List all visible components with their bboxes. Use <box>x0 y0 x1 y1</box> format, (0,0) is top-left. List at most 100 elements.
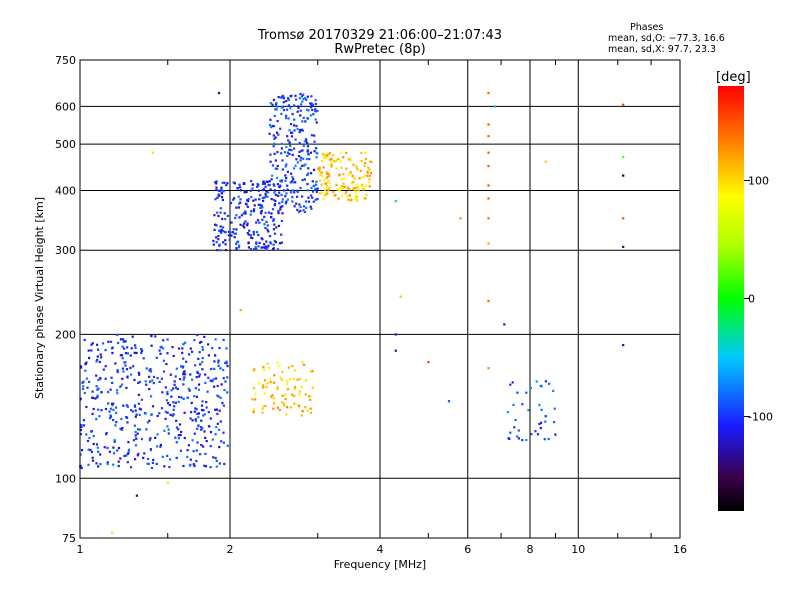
data-point <box>193 395 196 398</box>
data-point <box>297 155 301 158</box>
data-point <box>170 389 173 392</box>
data-point <box>265 220 268 223</box>
data-point <box>351 174 354 177</box>
data-point <box>82 385 85 388</box>
data-point <box>300 149 303 153</box>
data-point <box>318 192 321 195</box>
data-point <box>122 370 125 373</box>
data-point <box>342 156 345 159</box>
data-point <box>104 365 107 368</box>
y-tick-label: 200 <box>55 328 76 341</box>
data-point <box>299 209 302 212</box>
data-point <box>252 233 255 236</box>
data-point <box>174 401 177 404</box>
data-point <box>115 421 118 424</box>
phases-mean-x: mean, sd,X: 97.7, 23.3 <box>608 44 717 55</box>
data-point <box>487 299 490 303</box>
x-tick-label: 16 <box>673 543 687 556</box>
data-point <box>201 400 204 403</box>
data-point <box>314 118 317 121</box>
data-point <box>307 172 310 175</box>
data-point <box>293 147 296 150</box>
data-point <box>214 408 217 411</box>
data-point <box>218 244 221 247</box>
data-point <box>273 401 276 404</box>
data-point <box>182 343 185 346</box>
data-point <box>140 351 143 355</box>
data-point <box>256 219 260 222</box>
data-point <box>313 134 316 137</box>
data-point <box>203 430 206 433</box>
data-point <box>306 173 309 177</box>
data-point <box>230 234 233 237</box>
data-point <box>349 159 352 162</box>
data-point <box>292 377 295 380</box>
data-point <box>164 417 167 420</box>
data-point <box>366 174 369 177</box>
data-point <box>301 410 304 413</box>
data-point <box>340 195 344 198</box>
data-point <box>272 243 275 246</box>
data-point <box>315 190 318 193</box>
data-point <box>202 445 205 448</box>
data-point <box>309 102 312 105</box>
data-point <box>306 189 309 192</box>
data-point <box>296 403 299 406</box>
data-point <box>122 340 125 343</box>
data-point <box>213 214 216 217</box>
colorbar-tick-label: 100 <box>748 174 769 187</box>
grid-lines <box>80 60 680 538</box>
data-point <box>171 414 174 417</box>
data-point <box>201 348 204 351</box>
data-point <box>311 386 314 389</box>
data-point <box>304 120 307 123</box>
data-point <box>264 211 267 214</box>
data-point <box>205 401 208 404</box>
data-point <box>290 149 293 152</box>
data-point <box>112 463 115 466</box>
data-point <box>315 121 318 124</box>
data-point <box>194 407 197 410</box>
data-point <box>183 411 186 414</box>
data-point <box>271 103 274 106</box>
data-point <box>310 102 313 105</box>
data-point <box>337 197 340 200</box>
data-point <box>356 184 359 187</box>
data-point <box>112 446 115 449</box>
data-point <box>96 358 99 362</box>
data-point <box>311 370 314 373</box>
data-point <box>360 160 363 163</box>
data-point <box>115 406 118 409</box>
data-point <box>330 157 333 160</box>
data-point <box>117 464 120 468</box>
data-point <box>293 394 296 398</box>
data-point <box>145 428 148 431</box>
data-point <box>246 205 249 208</box>
data-point <box>288 152 291 155</box>
colorbar-label: [deg] <box>716 70 751 85</box>
data-point <box>306 150 309 153</box>
data-point <box>85 377 88 380</box>
data-point <box>188 464 191 467</box>
data-point <box>281 198 284 201</box>
data-point <box>181 351 184 354</box>
data-point <box>622 344 625 347</box>
data-point <box>363 174 366 177</box>
data-point <box>266 224 269 227</box>
data-point <box>278 242 282 245</box>
data-point <box>96 446 99 449</box>
data-point <box>297 404 301 407</box>
data-point <box>219 396 222 399</box>
data-point <box>273 223 276 226</box>
data-point <box>244 212 247 215</box>
data-point <box>247 233 250 236</box>
data-point <box>252 208 256 211</box>
data-point <box>324 193 327 197</box>
data-point <box>121 377 124 380</box>
data-point <box>98 360 101 364</box>
data-point <box>305 157 308 161</box>
data-point <box>268 367 271 370</box>
data-point <box>622 174 625 177</box>
data-point <box>296 127 299 131</box>
data-point <box>134 409 137 412</box>
